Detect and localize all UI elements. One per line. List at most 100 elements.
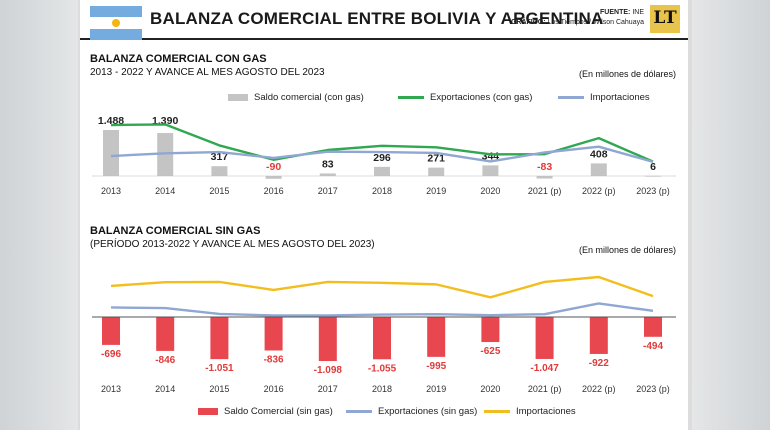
x-tick-label: 2019: [426, 186, 446, 196]
legend-swatch-bar: [228, 94, 248, 101]
data-label-saldo-sin-gas: -846: [155, 355, 175, 366]
bar-saldo-sin-gas: [102, 317, 120, 345]
legend-label: Exportaciones (sin gas): [378, 406, 478, 417]
data-label-saldo-sin-gas: -625: [480, 346, 500, 357]
line-exportaciones-sin-gas: [110, 302, 654, 317]
page-title: BALANZA COMERCIAL ENTRE BOLIVIA Y ARGENT…: [150, 9, 604, 28]
legend-label: Saldo Comercial (sin gas): [224, 406, 333, 417]
x-tick-label: 2016: [264, 384, 284, 394]
legend-label: Importaciones: [516, 406, 576, 417]
chart1-subtitle: 2013 - 2022 Y AVANCE AL MES AGOSTO DEL 2…: [90, 67, 325, 78]
data-label-saldo-sin-gas: -494: [643, 341, 663, 352]
x-tick-label: 2015: [209, 384, 229, 394]
x-tick-label: 2020: [480, 186, 500, 196]
bar-saldo-con-gas: [482, 165, 499, 176]
x-tick-label: 2019: [426, 384, 446, 394]
data-label-saldo-sin-gas: -1.047: [530, 363, 559, 374]
bar-saldo-con-gas: [428, 167, 445, 176]
legend-label: Importaciones: [590, 92, 650, 103]
legend-item-importaciones: Importaciones: [558, 92, 650, 103]
x-tick-label: 2023 (p): [636, 384, 670, 394]
chart1-title: BALANZA COMERCIAL CON GAS: [90, 53, 267, 65]
header-bar: BALANZA COMERCIAL ENTRE BOLIVIA Y ARGENT…: [80, 0, 688, 40]
data-label-saldo-sin-gas: -1.051: [205, 363, 234, 374]
line-importaciones-con-gas: [110, 145, 654, 164]
bar-saldo-sin-gas: [644, 317, 662, 337]
graphic-label: GRÁFICO:: [510, 19, 546, 26]
source-credit: FUENTE: INE GRÁFICO: Los Tiempos / Wilso…: [511, 8, 644, 28]
legend-item-exportaciones-sin-gas: Exportaciones (sin gas): [346, 406, 477, 417]
graphic-value: Los Tiempos / Wilson Cahuaya: [547, 19, 645, 26]
data-label-saldo-con-gas: -83: [537, 161, 552, 173]
legend-item-saldo-con-gas: Saldo comercial (con gas): [228, 92, 364, 103]
x-tick-label: 2021 (p): [528, 384, 562, 394]
x-tick-label: 2013: [101, 186, 121, 196]
source-value: INE: [632, 9, 644, 16]
legend-swatch-line: [484, 410, 510, 413]
bar-saldo-con-gas: [265, 176, 282, 179]
bar-saldo-sin-gas: [264, 317, 283, 351]
chart2-subtitle: (PERÍODO 2013-2022 Y AVANCE AL MES AGOST…: [90, 239, 375, 250]
chart1-units: (En millones de dólares): [578, 69, 676, 79]
x-tick-label: 2023 (p): [636, 186, 670, 196]
x-tick-label: 2017: [318, 384, 338, 394]
right-background: [692, 0, 770, 430]
bar-saldo-con-gas: [319, 173, 336, 176]
bar-saldo-sin-gas: [156, 317, 175, 351]
legend-item-importaciones-sin-gas: Importaciones: [484, 406, 576, 417]
bar-saldo-con-gas: [536, 176, 553, 179]
x-tick-label: 2021 (p): [528, 186, 562, 196]
bar-saldo-sin-gas: [427, 317, 446, 357]
data-label-saldo-con-gas: 6: [650, 161, 656, 173]
data-label-saldo-con-gas: 271: [427, 153, 445, 165]
legend-label: Saldo comercial (con gas): [254, 92, 364, 103]
bar-saldo-sin-gas: [318, 317, 337, 361]
x-tick-label: 2013: [101, 384, 121, 394]
legend-swatch-line: [558, 96, 584, 99]
legend-swatch-bar: [198, 408, 218, 415]
x-tick-label: 2016: [264, 186, 284, 196]
x-tick-label: 2014: [155, 384, 175, 394]
legend-swatch-line: [346, 410, 372, 413]
x-tick-label: 2015: [209, 186, 229, 196]
chart2-title: BALANZA COMERCIAL SIN GAS: [90, 225, 261, 237]
data-label-saldo-sin-gas: -995: [426, 361, 446, 372]
bar-saldo-sin-gas: [535, 317, 554, 359]
line-importaciones-sin-gas: [110, 275, 654, 299]
x-tick-label: 2014: [155, 186, 175, 196]
data-label-saldo-con-gas: 296: [373, 152, 391, 164]
data-label-saldo-sin-gas: -1.098: [314, 365, 343, 376]
x-tick-label: 2018: [372, 186, 392, 196]
bar-saldo-sin-gas: [210, 317, 229, 360]
data-label-saldo-sin-gas: -1.055: [368, 363, 397, 374]
line-exportaciones-con-gas: [110, 123, 654, 163]
x-tick-label: 2017: [318, 186, 338, 196]
x-tick-label: 2022 (p): [582, 186, 616, 196]
legend-item-exportaciones-con-gas: Exportaciones (con gas): [398, 92, 532, 103]
data-label-saldo-con-gas: 317: [211, 151, 229, 163]
argentina-flag-icon: [90, 6, 142, 40]
data-label-saldo-sin-gas: -836: [264, 355, 284, 366]
chart-sin-gas: -696 -846 -1.051 -836 -1.098 -1.055 -995 -625 -1…: [92, 275, 676, 394]
x-tick-label: 2020: [480, 384, 500, 394]
legend-label: Exportaciones (con gas): [430, 92, 533, 103]
bar-saldo-con-gas: [374, 166, 390, 176]
bar-saldo-con-gas: [103, 130, 119, 176]
bar-saldo-con-gas: [211, 166, 228, 176]
legend-swatch-line: [398, 96, 424, 99]
data-label-saldo-con-gas: -90: [266, 161, 281, 173]
chart2-units: (En millones de dólares): [578, 245, 676, 255]
infographic-card: BALANZA COMERCIAL ENTRE BOLIVIA Y ARGENT…: [80, 0, 688, 430]
data-label-saldo-con-gas: 83: [322, 158, 334, 170]
legend-item-saldo-sin-gas: Saldo Comercial (sin gas): [198, 406, 333, 417]
source-label: FUENTE:: [600, 9, 631, 16]
data-label-saldo-sin-gas: -922: [589, 358, 609, 369]
bar-saldo-sin-gas: [589, 317, 608, 354]
x-tick-label: 2022 (p): [582, 384, 616, 394]
data-label-saldo-con-gas: 408: [590, 148, 608, 160]
bar-saldo-con-gas: [590, 163, 607, 176]
left-background: [0, 0, 78, 430]
data-label-saldo-sin-gas: -696: [101, 349, 121, 360]
los-tiempos-logo: LT: [650, 5, 680, 33]
